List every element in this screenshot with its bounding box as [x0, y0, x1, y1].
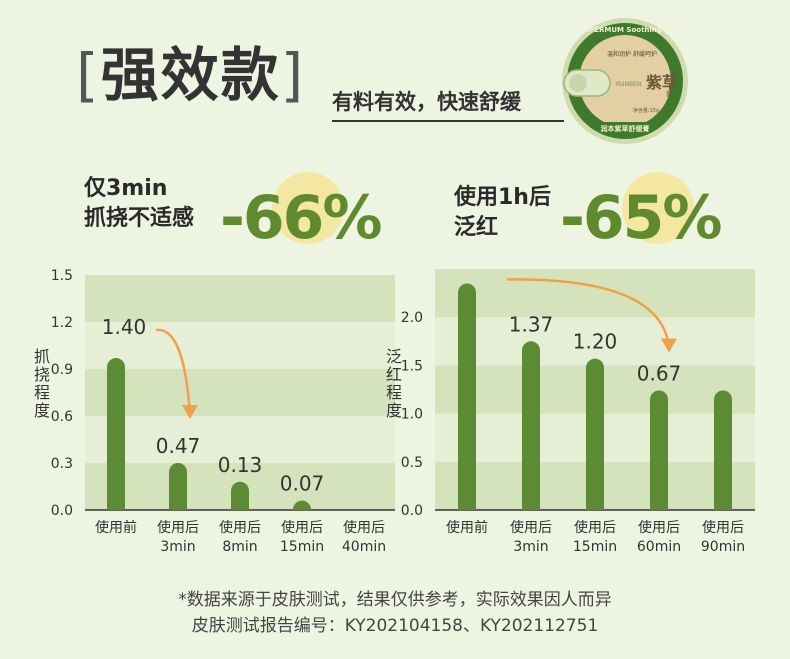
brand-ring-text: LITHOSPERMUM Soothing Cream	[560, 26, 689, 34]
bar	[522, 341, 540, 510]
y-axis-label-char: 程	[34, 383, 50, 402]
y-tick-label: 0.0	[401, 503, 423, 519]
title-text: 强效款	[100, 41, 281, 109]
stat-redness-highlight	[622, 172, 694, 244]
bar	[293, 500, 311, 510]
bar-value-label: 0.67	[637, 361, 682, 385]
x-tick-label: 60min	[637, 539, 681, 555]
y-tick-label: 1.2	[51, 315, 73, 331]
x-tick-label: 使用后	[574, 519, 616, 536]
lid-sub: 膏	[666, 89, 673, 98]
x-tick-label: 90min	[701, 539, 745, 555]
stat-itch: 仅3min 抓挠不适感	[84, 174, 194, 233]
x-tick-label: 3min	[513, 539, 548, 555]
lid-weight: 净含量:15g	[633, 107, 659, 114]
x-tick-label: 40min	[342, 539, 386, 555]
bar	[458, 283, 476, 510]
stat-itch-line1: 仅3min	[84, 176, 168, 201]
y-tick-label: 0.9	[51, 362, 73, 378]
lid-name: 紫草	[646, 73, 678, 92]
title-underline	[332, 120, 564, 122]
x-tick-label: 使用后	[638, 519, 680, 536]
decrease-arrow	[506, 278, 671, 349]
y-tick-label: 1.5	[51, 268, 73, 284]
y-tick-label: 1.5	[401, 358, 423, 374]
y-axis-label-char: 度	[386, 401, 402, 420]
y-tick-label: 1.0	[401, 407, 423, 423]
x-tick-label: 使用前	[95, 519, 137, 536]
x-tick-label: 使用后	[219, 519, 261, 536]
grid-band	[435, 269, 755, 318]
title-bracket-right: ]	[280, 41, 306, 109]
x-tick-label: 使用后	[157, 519, 199, 536]
x-tick-label: 使用前	[446, 519, 488, 536]
subtitle: 有料有效，快速舒缓	[332, 90, 521, 114]
y-axis-label-char: 程	[386, 383, 402, 402]
x-tick-label: 使用后	[702, 519, 744, 536]
y-axis-label-char: 挠	[34, 365, 50, 384]
title-bracket-left: [	[76, 41, 101, 109]
band-label: 润本紫草舒缓膏	[601, 124, 650, 133]
grid-band	[85, 322, 395, 369]
bar-value-label: 0.13	[218, 453, 263, 477]
bar	[169, 463, 187, 510]
stat-itch-value: -66%	[220, 183, 383, 253]
grid-band	[85, 369, 395, 416]
bar-value-label: 0.47	[156, 434, 201, 458]
x-tick-label: 使用后	[510, 519, 552, 536]
bar	[107, 358, 125, 510]
bar-value-label: 1.40	[102, 315, 147, 339]
stat-itch-line2: 抓挠不适感	[84, 205, 195, 231]
footnote-line2: 皮肤测试报告编号：KY202104158、KY202112751	[191, 615, 599, 636]
grid-band	[85, 416, 395, 463]
stat-redness-value: -65%	[560, 183, 723, 253]
y-axis-label-char: 抓	[34, 347, 50, 366]
x-tick-label: 3min	[160, 539, 195, 555]
y-tick-label: 0.3	[51, 456, 73, 472]
footnote: *数据来源于皮肤测试，结果仅供参考，实际效果因人而异 皮肤测试报告编号：KY20…	[0, 588, 790, 639]
y-tick-label: 0.0	[51, 503, 73, 519]
y-tick-label: 0.6	[51, 409, 73, 425]
bar	[714, 390, 732, 510]
y-tick-label: 0.5	[401, 455, 423, 471]
bar	[231, 481, 249, 510]
brand-mark: RUNBEN	[616, 81, 641, 88]
grid-band	[85, 275, 395, 322]
bar-value-label: 1.37	[509, 312, 554, 336]
bar	[586, 358, 604, 510]
bar	[650, 390, 668, 510]
y-axis-label-char: 度	[34, 401, 50, 420]
bar-value-label: 1.90	[453, 262, 498, 264]
stat-redness-line2: 泛红	[454, 214, 499, 240]
lid-top-tags: 温和润护 舒缓呵护	[607, 50, 657, 58]
decrease-arrow-head	[661, 338, 677, 353]
bar-value-label: 1.20	[573, 330, 618, 354]
x-tick-label: 15min	[280, 539, 324, 555]
y-axis-label-char: 红	[386, 365, 402, 384]
x-tick-label: 使用后	[281, 519, 323, 536]
grid-band	[435, 317, 755, 366]
decrease-arrow	[155, 328, 192, 416]
y-tick-label: 2.0	[401, 310, 423, 326]
x-tick-label: 15min	[573, 539, 617, 555]
x-tick-label: 8min	[222, 539, 257, 555]
stat-itch-highlight	[272, 172, 344, 244]
y-axis-label-char: 泛	[386, 347, 402, 366]
product-jar-image: LITHOSPERMUM Soothing Cream 温和润护 舒缓呵护 RU…	[560, 18, 690, 144]
header: [强效款] 有料有效，快速舒缓 LITHOSPERMUM Soothing Cr…	[0, 0, 790, 160]
bar-value-label: 0.07	[280, 472, 325, 496]
stat-redness-line1: 使用1h后	[454, 185, 551, 210]
footnote-line1: *数据来源于皮肤测试，结果仅供参考，实际效果因人而异	[178, 590, 612, 610]
page-title: [强效款]	[76, 46, 305, 104]
decrease-arrow-head	[182, 405, 198, 419]
x-tick-label: 使用后	[343, 519, 385, 536]
stat-redness: 使用1h后 泛红	[454, 183, 551, 242]
